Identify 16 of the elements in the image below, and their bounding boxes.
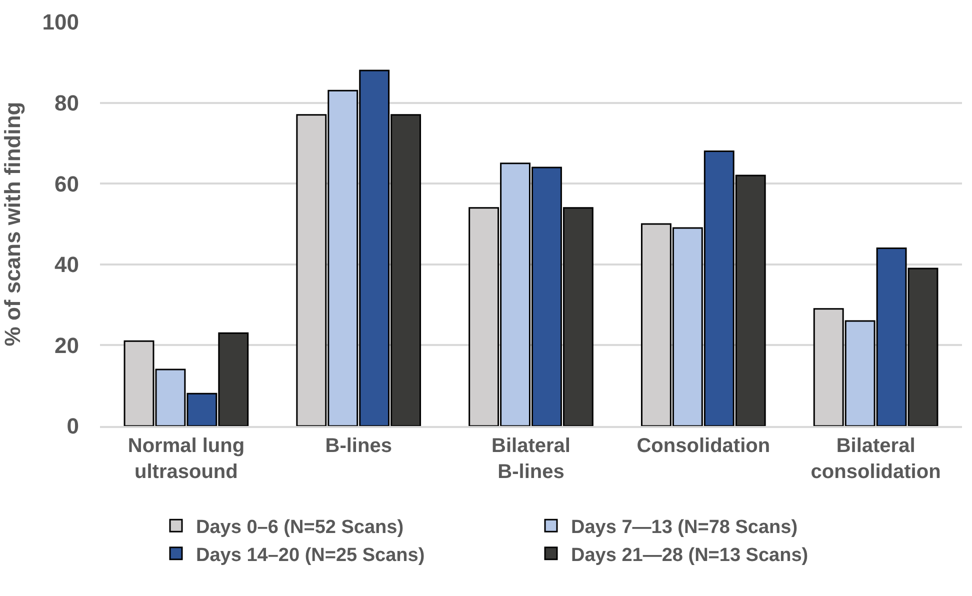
legend-label: Days 7—13 (N=78 Scans) — [571, 517, 798, 538]
y-tick-label: 0 — [66, 414, 79, 439]
y-axis-title: % of scans with finding — [0, 102, 26, 346]
x-tick-label: Bilateral B-lines — [492, 435, 570, 483]
x-tick-label: Consolidation — [636, 435, 770, 457]
legend-label: Days 14–20 (N=25 Scans) — [196, 544, 425, 566]
y-tick-label: 20 — [54, 332, 79, 358]
legend-label: Days 21—28 (N=13 Scans) — [571, 544, 808, 566]
x-tick-label: Normal lung ultrasound — [128, 435, 245, 483]
y-tick-label: 100 — [42, 10, 79, 35]
x-tick-label: Bilateral consolidation — [810, 435, 941, 483]
x-tick-label: B-lines — [325, 435, 392, 457]
y-tick-label: 80 — [54, 90, 79, 116]
legend-label: Days 0–6 (N=52 Scans) — [196, 517, 404, 538]
y-tick-label: 40 — [54, 252, 79, 278]
y-tick-label: 60 — [54, 171, 79, 196]
